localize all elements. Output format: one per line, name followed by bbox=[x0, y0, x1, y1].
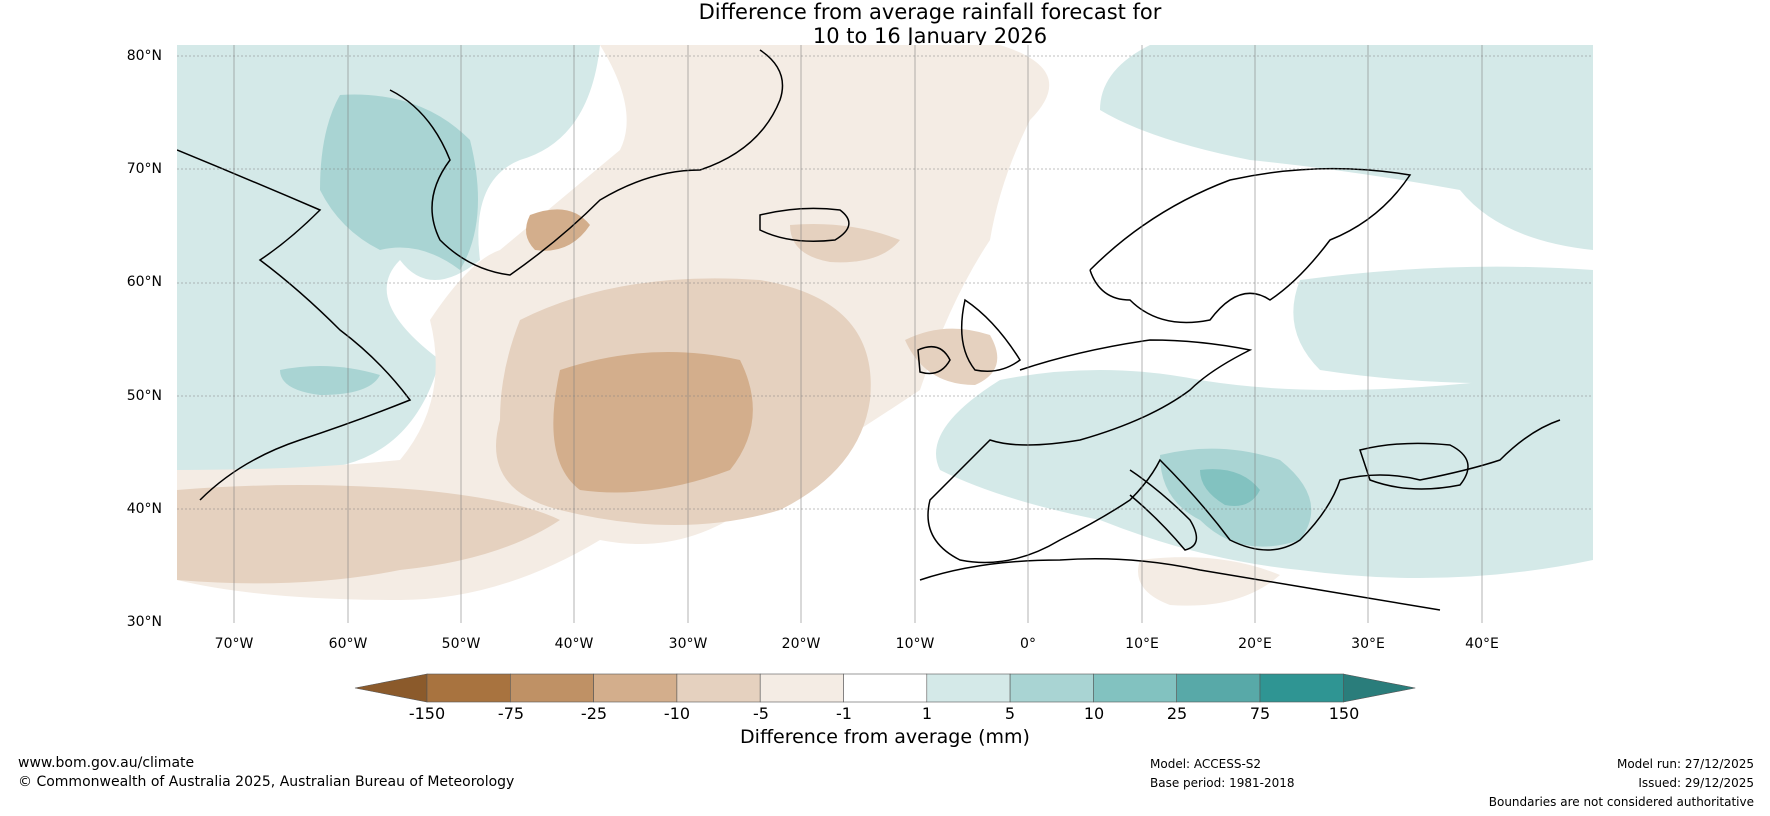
colorbar-segment bbox=[593, 673, 678, 703]
colorbar-segment bbox=[1093, 673, 1178, 703]
scandinavia-coast bbox=[1089, 167, 1412, 324]
x-label-70w: 70°W bbox=[214, 636, 254, 652]
footer-model: Model: ACCESS-S2 bbox=[1150, 757, 1262, 771]
x-label-50w: 50°W bbox=[441, 636, 481, 652]
anomaly-wet-greenland bbox=[320, 94, 478, 270]
anomaly-dry-n-africa bbox=[1138, 557, 1280, 606]
colorbar-arrow-low bbox=[354, 673, 428, 703]
rainfall-anomaly-fields bbox=[177, 45, 1593, 623]
anomaly-dry-atlantic-inner bbox=[553, 352, 753, 493]
colorbar-tick: -5 bbox=[753, 704, 769, 723]
colorbar-tick: -1 bbox=[836, 704, 852, 723]
iceland-coast bbox=[759, 207, 850, 242]
gridlines bbox=[177, 45, 1593, 623]
y-label-30n: 30°N bbox=[126, 614, 162, 630]
y-label-70n: 70°N bbox=[126, 161, 162, 177]
footer-copyright: © Commonwealth of Australia 2025, Austra… bbox=[18, 774, 515, 790]
anomaly-wet-labrador bbox=[280, 366, 380, 395]
north-america-coast bbox=[177, 149, 412, 501]
y-label-40n: 40°N bbox=[126, 501, 162, 517]
x-label-40e: 40°E bbox=[1465, 636, 1499, 652]
colorbar-tick: 1 bbox=[921, 704, 933, 723]
title-line-1: Difference from average rainfall forecas… bbox=[698, 0, 1162, 24]
colorbar-segment bbox=[509, 673, 594, 703]
uk-coast bbox=[960, 298, 1022, 372]
anomaly-wet-north bbox=[1100, 45, 1593, 250]
colorbar-segment bbox=[1009, 673, 1094, 703]
colorbar-segment bbox=[843, 673, 928, 703]
colorbar-segment bbox=[926, 673, 1011, 703]
x-label-20e: 20°E bbox=[1238, 636, 1272, 652]
colorbar-segment bbox=[1259, 673, 1344, 703]
map-title: Difference from average rainfall forecas… bbox=[0, 0, 1770, 48]
colorbar-tick: 10 bbox=[1083, 704, 1105, 723]
x-label-10w: 10°W bbox=[895, 636, 935, 652]
y-label-50n: 50°N bbox=[126, 388, 162, 404]
x-label-10e: 10°E bbox=[1125, 636, 1159, 652]
colorbar-title: Difference from average (mm) bbox=[740, 726, 1030, 748]
colorbar-tick: -10 bbox=[663, 704, 691, 723]
footer-disclaimer: Boundaries are not considered authoritat… bbox=[1488, 795, 1754, 809]
anomaly-dry-uk bbox=[905, 328, 998, 385]
colorbar-segment bbox=[1176, 673, 1261, 703]
footer-model-run: Model run: 27/12/2025 bbox=[1616, 757, 1754, 771]
footer-base-period: Base period: 1981-2018 bbox=[1150, 776, 1295, 790]
x-label-0: 0° bbox=[1020, 636, 1036, 652]
x-label-60w: 60°W bbox=[328, 636, 368, 652]
colorbar-tick: 75 bbox=[1249, 704, 1271, 723]
anomaly-wet-adriatic bbox=[1200, 469, 1260, 506]
y-label-60n: 60°N bbox=[126, 274, 162, 290]
colorbar-tick: 150 bbox=[1328, 704, 1360, 723]
x-label-30w: 30°W bbox=[668, 636, 708, 652]
anomaly-dry-iceland bbox=[790, 224, 900, 263]
footer-url[interactable]: www.bom.gov.au/climate bbox=[18, 755, 195, 771]
footer-issued: Issued: 29/12/2025 bbox=[1638, 776, 1754, 790]
colorbar-tick: -75 bbox=[497, 704, 525, 723]
africa-coast bbox=[919, 558, 1441, 611]
y-label-80n: 80°N bbox=[126, 48, 162, 64]
anomaly-dry-subtropics bbox=[177, 485, 560, 584]
x-label-30e: 30°E bbox=[1351, 636, 1385, 652]
x-label-20w: 20°W bbox=[781, 636, 821, 652]
colorbar-arrow-high bbox=[1343, 673, 1416, 703]
colorbar-tick: -150 bbox=[408, 704, 446, 723]
x-label-40w: 40°W bbox=[554, 636, 594, 652]
colorbar-tick: 5 bbox=[1004, 704, 1016, 723]
colorbar-segment bbox=[759, 673, 844, 703]
anomaly-wet-russia bbox=[1293, 266, 1593, 384]
black-sea-coast bbox=[1359, 442, 1469, 490]
greenland-coast bbox=[389, 49, 784, 276]
colorbar-segment bbox=[426, 673, 511, 703]
ireland-coast bbox=[917, 345, 951, 375]
colorbar-tick: -25 bbox=[580, 704, 608, 723]
colorbar-tick: 25 bbox=[1166, 704, 1188, 723]
title-line-2: 10 to 16 January 2026 bbox=[812, 24, 1048, 48]
colorbar-segment bbox=[676, 673, 761, 703]
colorbar bbox=[354, 673, 1416, 703]
italy-coast bbox=[1129, 469, 1198, 551]
